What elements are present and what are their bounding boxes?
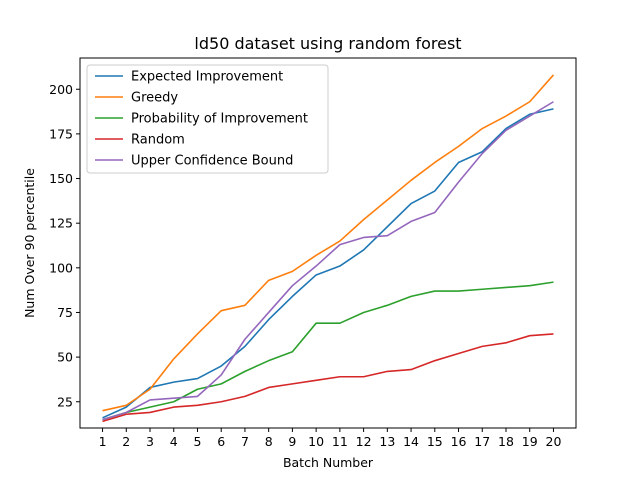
x-tick-label: 19	[522, 434, 538, 449]
y-tick-label: 200	[49, 82, 73, 97]
x-tick-label: 20	[546, 434, 562, 449]
y-tick-label: 50	[57, 350, 73, 365]
x-tick-label: 16	[451, 434, 467, 449]
x-tick-label: 5	[193, 434, 201, 449]
y-tick-label: 125	[49, 216, 73, 231]
legend-label: Random	[131, 133, 185, 148]
y-tick-label: 100	[49, 260, 73, 275]
chart-title: ld50 dataset using random forest	[194, 34, 461, 53]
x-tick-label: 6	[217, 434, 225, 449]
series-line-upper-confidence-bound	[102, 101, 554, 421]
x-tick-label: 12	[356, 434, 372, 449]
series-line-random	[102, 333, 554, 423]
x-tick-label: 10	[308, 434, 324, 449]
x-tick-label: 13	[379, 434, 395, 449]
x-tick-label: 14	[403, 434, 419, 449]
series-line-probability-of-improvement	[102, 281, 554, 421]
legend-label: Expected Improvement	[131, 70, 283, 85]
x-tick-label: 9	[288, 434, 296, 449]
x-tick-label: 3	[146, 434, 154, 449]
plot-frame	[79, 57, 577, 429]
legend-label: Upper Confidence Bound	[131, 154, 293, 169]
legend-label: Greedy	[131, 91, 178, 106]
x-tick-label: 15	[427, 434, 443, 449]
y-tick-label: 175	[49, 126, 73, 141]
legend-box	[86, 64, 329, 174]
plot-area: 1 2 3 4 5 6 7 8 9 10 11 12 13 14 15 16 17 18 19 20255075100…	[49, 74, 562, 449]
x-tick-label: 7	[241, 434, 249, 449]
series-line-expected-improvement	[102, 108, 554, 419]
x-axis-label: Batch Number	[283, 455, 374, 470]
x-tick-label: 1	[99, 434, 107, 449]
x-tick-label: 11	[332, 434, 348, 449]
y-tick-label: 150	[49, 171, 73, 186]
y-tick-label: 75	[57, 305, 73, 320]
x-tick-label: 18	[498, 434, 514, 449]
x-tick-label: 17	[474, 434, 490, 449]
y-axis-label: Num Over 90 percentile	[22, 168, 37, 318]
y-tick-label: 25	[57, 394, 73, 409]
legend: Expected Improvement Greedy Probability of…	[86, 64, 329, 174]
legend-label: Probability of Improvement	[131, 112, 308, 127]
x-tick-label: 8	[265, 434, 273, 449]
series-line-greedy	[102, 74, 555, 412]
x-tick-label: 2	[122, 434, 130, 449]
x-tick-label: 4	[170, 434, 178, 449]
